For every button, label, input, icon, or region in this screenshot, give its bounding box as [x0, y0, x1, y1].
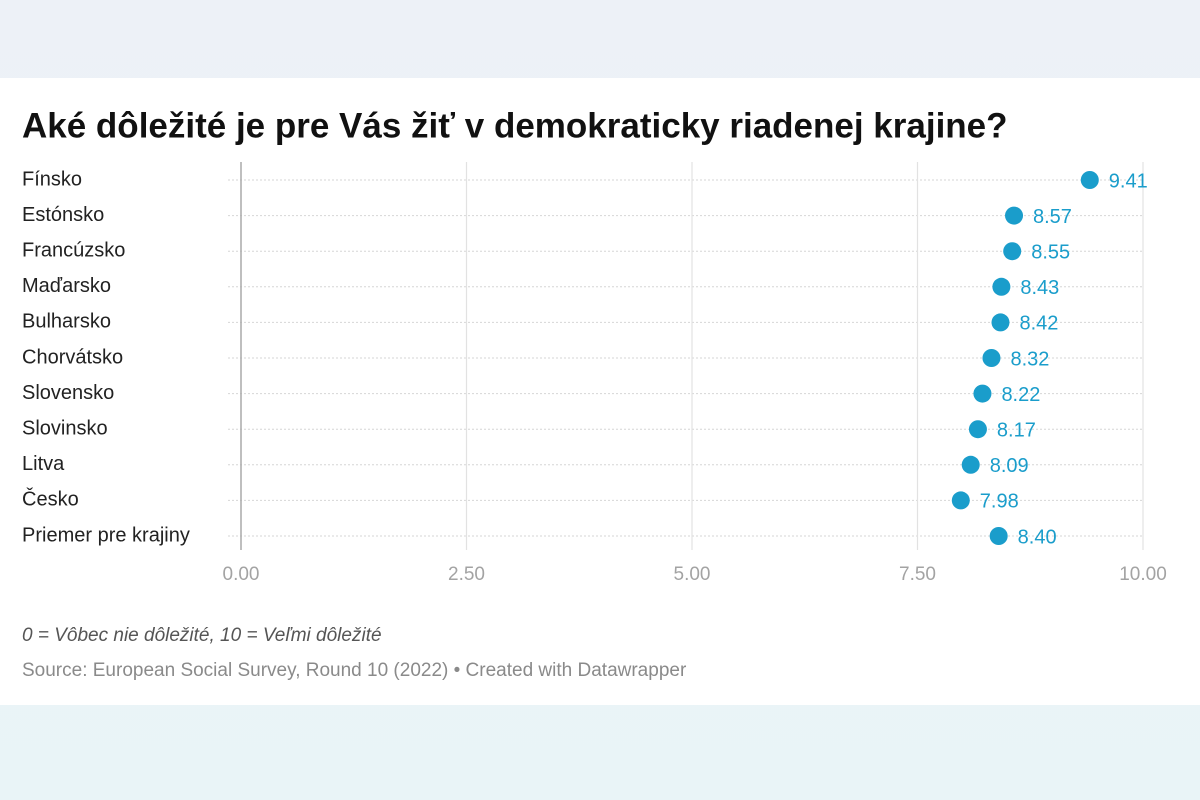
value-label: 8.43 [1020, 277, 1059, 299]
value-label: 8.40 [1018, 526, 1057, 548]
value-label: 8.17 [997, 419, 1036, 441]
dot [991, 313, 1010, 332]
category-label: Slovinsko [22, 417, 108, 439]
value-label: 8.55 [1031, 241, 1070, 263]
category-label: Bulharsko [22, 311, 111, 333]
category-label: Litva [22, 453, 65, 475]
value-label: 8.22 [1001, 384, 1040, 406]
x-tick-label: 2.50 [448, 564, 485, 585]
source: Source: European Social Survey, Round 10… [22, 660, 687, 681]
dot [973, 384, 992, 403]
value-label: 8.32 [1010, 348, 1049, 370]
category-label: Estónsko [22, 204, 104, 226]
dot [1080, 171, 1099, 189]
category-label: Chorvátsko [22, 346, 123, 368]
x-tick-label: 7.50 [899, 564, 936, 585]
value-label: 8.57 [1033, 206, 1072, 228]
dot [951, 491, 970, 510]
dot [982, 349, 1001, 367]
dot [1003, 242, 1022, 261]
note: 0 = Vôbec nie dôležité, 10 = Veľmi dôlež… [22, 625, 382, 646]
x-tick-label: 0.00 [223, 564, 260, 585]
value-label: 8.09 [990, 455, 1029, 477]
card [0, 78, 1200, 705]
dot [968, 420, 987, 439]
category-label: Slovensko [22, 382, 114, 404]
category-label: Priemer pre krajiny [22, 524, 190, 546]
category-label: Maďarsko [22, 275, 111, 297]
dot [989, 527, 1008, 545]
category-label: Francúzsko [22, 239, 125, 261]
category-label: Fínsko [22, 168, 82, 190]
dot [961, 455, 980, 474]
dot [1005, 206, 1024, 225]
dot [992, 277, 1011, 296]
x-tick-label: 10.00 [1119, 564, 1167, 585]
x-tick-label: 5.00 [674, 564, 711, 585]
chart-title: Aké dôležité je pre Vás žiť v demokratic… [22, 106, 1008, 145]
value-label: 8.42 [1019, 313, 1058, 335]
category-label: Česko [22, 488, 79, 511]
value-label: 9.41 [1109, 170, 1148, 192]
value-label: 7.98 [980, 491, 1019, 513]
